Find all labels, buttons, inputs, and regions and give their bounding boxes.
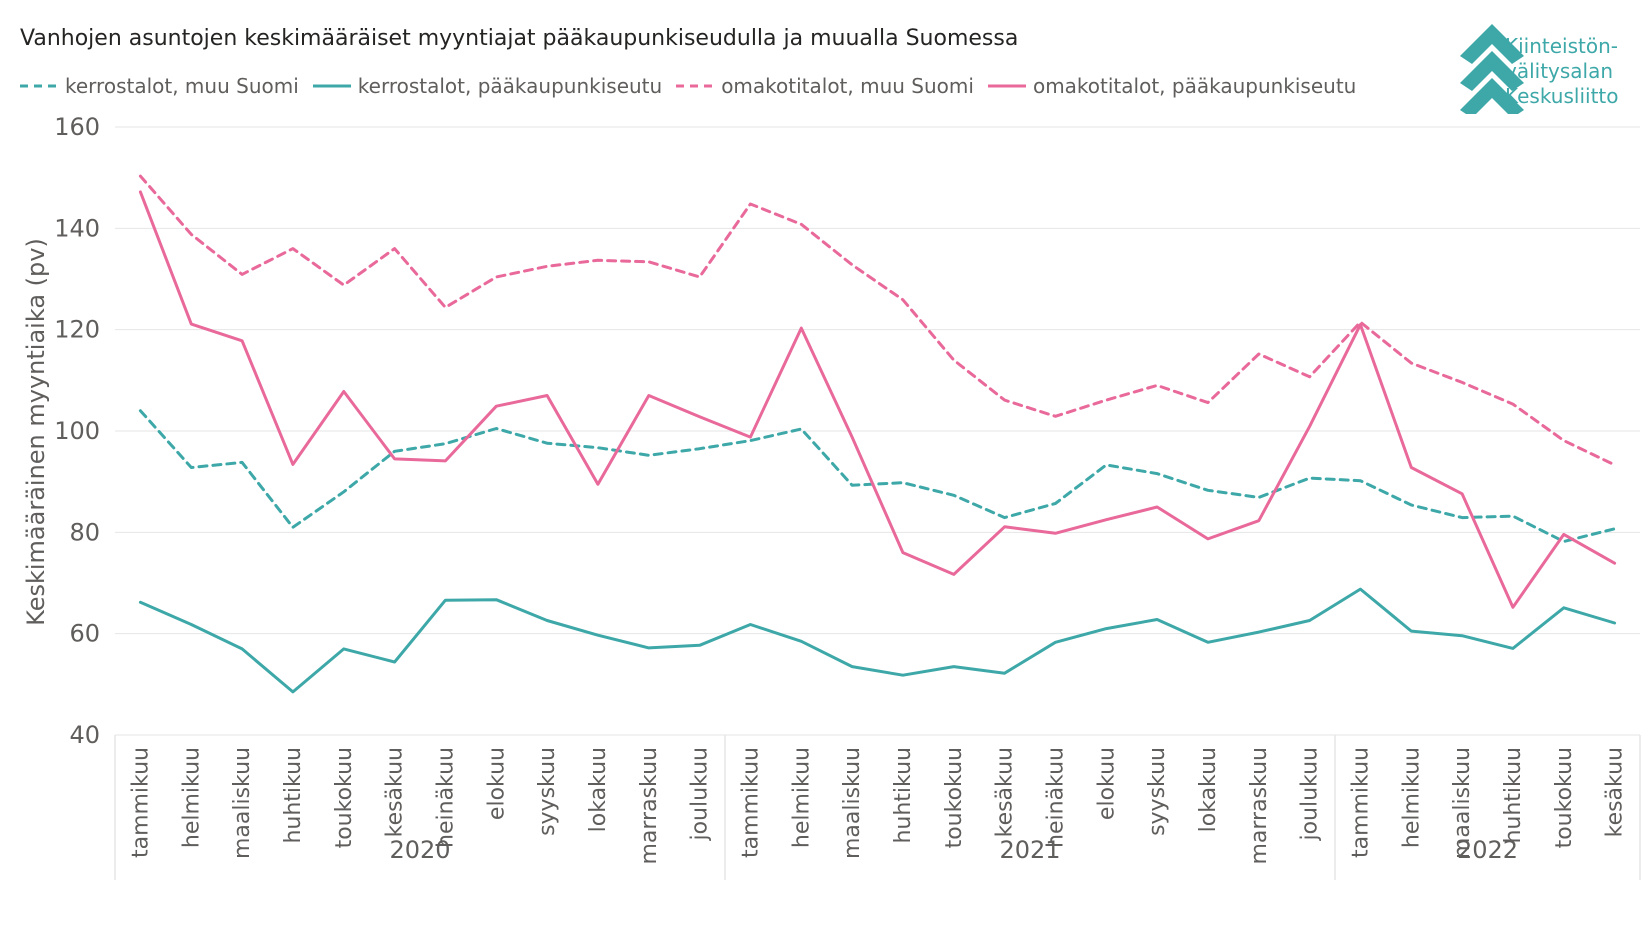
x-tick-label: tammikuu xyxy=(1348,747,1373,858)
y-tick-label: 140 xyxy=(54,214,100,242)
legend-swatch xyxy=(312,84,351,88)
x-tick-label: elokuu xyxy=(1094,747,1119,820)
logo-text: Kiinteistön- välitysalan Keskusliitto xyxy=(1505,34,1619,109)
logo-line: Keskusliitto xyxy=(1505,84,1619,108)
x-tick-label: kesäkuu xyxy=(383,747,408,837)
logo xyxy=(1460,24,1524,114)
legend-label: omakotitalot, muu Suomi xyxy=(721,74,974,98)
x-tick-label: tammikuu xyxy=(738,747,763,858)
legend-swatch xyxy=(987,84,1026,88)
x-tick-label: joulukuu xyxy=(1298,747,1323,842)
x-tick-label: joulukuu xyxy=(688,747,713,842)
y-tick-label: 120 xyxy=(54,316,100,344)
legend-label: omakotitalot, pääkaupunkiseutu xyxy=(1032,74,1357,98)
legend-label: kerrostalot, pääkaupunkiseutu xyxy=(357,74,663,98)
x-tick-label: elokuu xyxy=(484,747,509,820)
logo-line: Kiinteistön- xyxy=(1505,34,1618,58)
y-tick-label: 60 xyxy=(69,620,100,648)
year-label: 2022 xyxy=(1457,836,1518,864)
legend-item[interactable]: kerrostalot, pääkaupunkiseutu xyxy=(312,74,663,98)
chevron-stack-icon xyxy=(1460,24,1524,114)
x-tick-label: helmikuu xyxy=(179,747,204,848)
legend-item[interactable]: omakotitalot, muu Suomi xyxy=(676,74,974,98)
series-line xyxy=(138,174,1617,467)
x-tick-label: lokakuu xyxy=(1196,747,1221,832)
x-tick-label: maaliskuu xyxy=(230,747,255,859)
x-tick-label: toukokuu xyxy=(942,747,967,848)
x-tick-label: huhtikuu xyxy=(281,747,306,844)
series-line xyxy=(138,409,1617,543)
gridlines: 40 60 80 100 120 140 160 xyxy=(54,113,1640,749)
legend-swatch xyxy=(20,84,58,88)
legend-swatch xyxy=(676,84,715,88)
y-tick-label: 100 xyxy=(54,417,100,445)
x-tick-label: heinäkuu xyxy=(1043,747,1068,848)
x-tick-label: heinäkuu xyxy=(433,747,458,848)
x-tick-label: kesäkuu xyxy=(1603,747,1628,837)
logo-line: välitysalan xyxy=(1505,59,1614,83)
axes: tammikuu helmikuu maaliskuu huhtikuu toukoku… xyxy=(114,735,1641,880)
x-tick-label: maaliskuu xyxy=(1450,747,1475,859)
y-tick-label: 80 xyxy=(69,518,100,546)
series-lines xyxy=(138,174,1617,694)
x-tick-label: toukokuu xyxy=(332,747,357,848)
y-axis-title: Keskimääräinen myyntiaika (pv) xyxy=(22,238,50,626)
series-line xyxy=(138,587,1617,694)
x-tick-label: marraskuu xyxy=(1247,747,1272,865)
year-label: 2021 xyxy=(999,836,1060,864)
x-tick-label: kesäkuu xyxy=(993,747,1018,837)
legend: kerrostalot, muu Suomi kerrostalot, pääka… xyxy=(20,74,1370,98)
legend-item[interactable]: kerrostalot, muu Suomi xyxy=(20,74,299,98)
x-tick-label: maaliskuu xyxy=(840,747,865,859)
x-tick-label: syyskuu xyxy=(1145,747,1170,836)
legend-label: kerrostalot, muu Suomi xyxy=(65,74,299,98)
legend-item[interactable]: omakotitalot, pääkaupunkiseutu xyxy=(987,74,1357,98)
x-tick-label: helmikuu xyxy=(1399,747,1424,848)
x-tick-label: lokakuu xyxy=(586,747,611,832)
x-tick-label: helmikuu xyxy=(789,747,814,848)
series-line xyxy=(138,190,1617,609)
x-tick-label: syyskuu xyxy=(535,747,560,836)
x-tick-label: huhtikuu xyxy=(891,747,916,844)
x-tick-label: tammikuu xyxy=(128,747,153,858)
year-label: 2020 xyxy=(389,836,450,864)
x-tick-label: toukokuu xyxy=(1552,747,1577,848)
x-tick-label: huhtikuu xyxy=(1501,747,1526,844)
chart-title: Vanhojen asuntojen keskimääräiset myynti… xyxy=(20,26,1019,51)
y-tick-label: 40 xyxy=(69,721,100,749)
y-tick-label: 160 xyxy=(54,113,100,141)
x-tick-label: marraskuu xyxy=(637,747,662,865)
